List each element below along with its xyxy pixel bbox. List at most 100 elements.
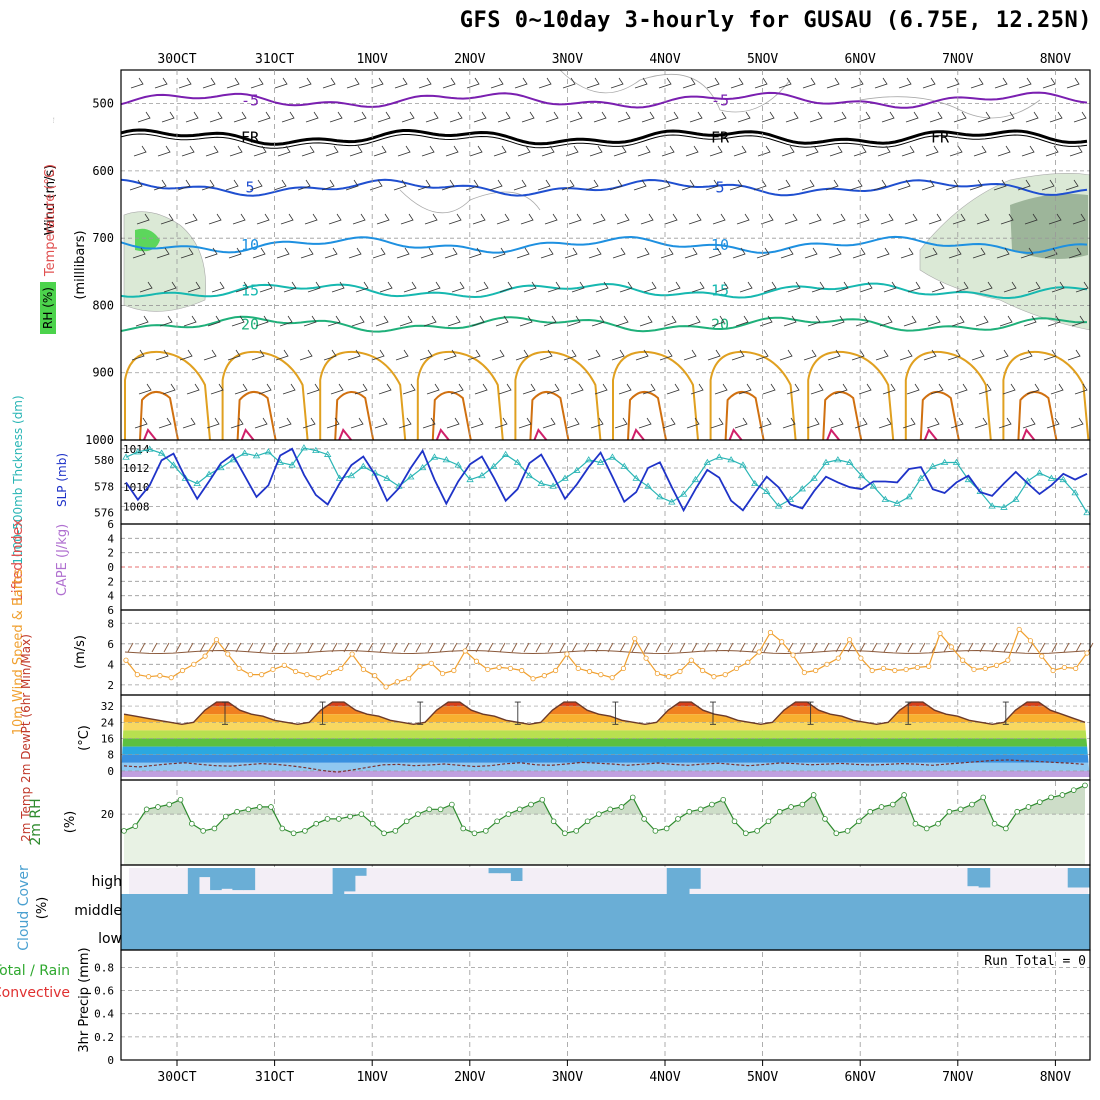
wind-barb bbox=[132, 247, 146, 259]
wind-barb bbox=[281, 111, 295, 123]
wind-barb bbox=[227, 349, 241, 361]
wind-barb bbox=[1021, 145, 1035, 157]
rh2m-axis-label: 2m RH bbox=[28, 798, 44, 845]
rh-marker bbox=[946, 808, 953, 815]
surface-wind-barb bbox=[1051, 642, 1058, 653]
surface-wind-barb bbox=[655, 642, 662, 653]
thickness-marker bbox=[430, 453, 439, 460]
wind-speed-marker bbox=[813, 667, 819, 674]
wind-barb bbox=[832, 213, 846, 225]
surface-wind-barb bbox=[739, 642, 746, 653]
wind-barb bbox=[231, 315, 245, 327]
wind-barb bbox=[275, 349, 289, 361]
surface-wind-barb bbox=[535, 642, 542, 653]
wind-barb bbox=[568, 213, 582, 225]
wind-barb bbox=[948, 247, 962, 259]
wind-barb bbox=[805, 145, 819, 157]
wind-speed-marker bbox=[620, 665, 627, 672]
wind-speed-marker bbox=[937, 630, 943, 637]
date-label-top: 3NOV bbox=[552, 52, 583, 67]
surface-wind-barb bbox=[295, 642, 302, 653]
surface-wind-barb bbox=[1075, 642, 1082, 653]
rh-marker bbox=[901, 792, 907, 798]
rh-marker bbox=[132, 823, 139, 829]
wind-barb bbox=[689, 111, 703, 123]
wind-speed-marker bbox=[914, 664, 921, 671]
rh-area bbox=[124, 785, 1085, 865]
thickness-marker bbox=[1035, 469, 1044, 476]
wind-speed-marker bbox=[711, 674, 717, 680]
rh-marker bbox=[471, 830, 478, 837]
isotherm-5 bbox=[120, 178, 1088, 197]
thickness-marker bbox=[288, 461, 296, 468]
cloud-high-bar bbox=[198, 868, 211, 878]
wind-barb bbox=[852, 247, 866, 259]
wind-barb bbox=[156, 247, 170, 259]
rh-marker bbox=[222, 813, 229, 820]
surface-wind-barb bbox=[319, 642, 326, 653]
temp-line bbox=[123, 701, 1086, 726]
rh-contour bbox=[559, 69, 791, 113]
wind-barb bbox=[950, 417, 964, 429]
wind-barb bbox=[255, 315, 269, 327]
surface-wind-barb bbox=[811, 642, 818, 653]
wind-barb bbox=[131, 349, 145, 361]
wind-barb bbox=[569, 111, 583, 123]
wind-speed-marker bbox=[1005, 657, 1011, 663]
surface-wind-barb bbox=[751, 642, 758, 653]
wind-barb bbox=[782, 417, 796, 429]
wind-barb bbox=[633, 179, 647, 191]
wind-barb bbox=[729, 179, 743, 191]
wind-barb bbox=[328, 213, 342, 225]
thickness-markers bbox=[122, 444, 1091, 516]
wind-speed-marker bbox=[846, 637, 853, 643]
wind-barb bbox=[777, 179, 791, 191]
cloud-high-bar bbox=[967, 868, 980, 887]
wind-barb bbox=[206, 417, 220, 429]
wind-barb bbox=[442, 77, 456, 89]
cloud-high-bars bbox=[187, 868, 1091, 894]
wind-barb bbox=[396, 247, 410, 259]
temp-tick-label: 24 bbox=[101, 716, 115, 729]
wind10-unit-label: (m/s) bbox=[73, 635, 88, 669]
thickness-marker bbox=[335, 474, 344, 481]
thickness-marker bbox=[478, 471, 486, 479]
hot-contour bbox=[1021, 428, 1036, 441]
wind-barb bbox=[903, 315, 917, 327]
wind-barb bbox=[298, 77, 312, 89]
wind-barb bbox=[853, 145, 867, 157]
surface-wind-barb bbox=[379, 642, 386, 653]
lifted-index-tick-label: 4 bbox=[107, 590, 114, 603]
wind-barb bbox=[352, 213, 366, 225]
thickness-line bbox=[125, 447, 1088, 514]
wind-speed-marker bbox=[326, 669, 333, 676]
wind10-axis-label: 10m Wind Speed & Barbs bbox=[11, 569, 26, 736]
wind-barb bbox=[133, 145, 147, 157]
wind-barb bbox=[594, 383, 608, 395]
thickness-marker bbox=[774, 502, 783, 509]
wind-barb bbox=[153, 179, 167, 191]
wind-barb bbox=[441, 179, 455, 191]
wind-barb bbox=[1043, 349, 1057, 361]
wind-speed-marker bbox=[722, 671, 728, 678]
wind-speed-marker bbox=[903, 666, 909, 673]
cloud-layer-label: low bbox=[98, 931, 122, 947]
rh-marker bbox=[596, 811, 602, 817]
warm-contour-25 bbox=[709, 350, 797, 441]
wind-barb bbox=[877, 145, 891, 157]
wind-barb bbox=[469, 145, 483, 157]
wind-barb bbox=[593, 111, 607, 123]
thickness-marker bbox=[751, 479, 759, 487]
wind-barb bbox=[322, 77, 336, 89]
wind-barb bbox=[327, 315, 341, 327]
surface-wind-barb bbox=[1027, 642, 1034, 653]
thickness-tick-label: 578 bbox=[94, 480, 114, 493]
date-label-bottom: 30OCT bbox=[157, 1070, 196, 1085]
wind-speed-marker bbox=[281, 662, 287, 668]
cloud-high-bar bbox=[499, 868, 512, 874]
wind-speed-marker bbox=[948, 644, 954, 650]
rh-marker bbox=[189, 820, 195, 827]
rh-marker bbox=[573, 828, 580, 834]
wind-barb bbox=[1072, 213, 1086, 225]
